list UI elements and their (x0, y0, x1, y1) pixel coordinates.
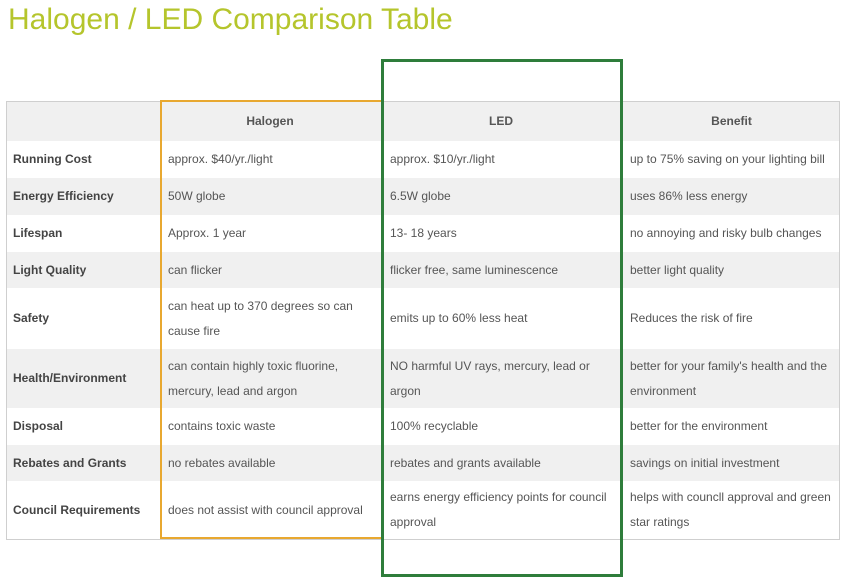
led-cell: emits up to 60% less heat (390, 311, 528, 325)
benefit-cell: better light quality (630, 262, 725, 277)
led-cell: approx. $10/yr./light (390, 152, 495, 166)
benefit-cell: helps with councll approval and green st… (630, 490, 831, 529)
table-row-energy-efficiency: Energy Efficiency 50W globe 6.5W globe u… (7, 178, 839, 215)
halogen-cell: contains toxic waste (168, 419, 276, 433)
benefit-cell: better for the environment (630, 419, 768, 433)
table-row-light-quality: Light Quality can flicker flicker free, … (7, 252, 839, 288)
comparison-table: Halogen LED Benefit Running Cost approx.… (6, 101, 840, 540)
halogen-cell: can contain highly toxic fluorine, mercu… (168, 358, 339, 398)
header-cell-halogen: Halogen (246, 114, 294, 128)
table-row-disposal: Disposal contains toxic waste 100% recyc… (7, 408, 839, 445)
halogen-cell: does not assist with council approval (168, 502, 363, 517)
row-label: Health/Environment (13, 371, 127, 385)
row-label: Council Requirements (13, 502, 141, 517)
row-label: Running Cost (13, 152, 92, 166)
row-label: Light Quality (13, 262, 87, 277)
led-cell: 100% recyclable (390, 419, 479, 433)
page-title: Halogen / LED Comparison Table (8, 3, 453, 36)
row-label: Energy Efficiency (13, 189, 114, 203)
benefit-cell: no annoying and risky bulb changes (630, 226, 822, 240)
led-cell: flicker free, same luminescence (390, 262, 559, 277)
table-row-health-environment: Health/Environment can contain highly to… (7, 349, 839, 408)
benefit-cell: better for your family's health and the … (630, 358, 828, 398)
led-cell: 6.5W globe (390, 189, 451, 203)
table-row-lifespan: Lifespan Approx. 1 year 13- 18 years no … (7, 215, 839, 252)
halogen-cell: approx. $40/yr./light (168, 152, 273, 166)
led-cell: rebates and grants available (390, 455, 541, 470)
halogen-cell: 50W globe (168, 189, 226, 203)
led-cell: 13- 18 years (390, 226, 457, 240)
row-label: Rebates and Grants (13, 455, 127, 470)
table-header-row: Halogen LED Benefit (7, 102, 839, 141)
led-cell: earns energy efficiency points for counc… (390, 490, 607, 529)
table-row-running-cost: Running Cost approx. $40/yr./light appro… (7, 141, 839, 178)
benefit-cell: savings on initial investment (630, 455, 780, 470)
header-cell-benefit: Benefit (711, 114, 752, 128)
halogen-cell: can heat up to 370 degrees so can cause … (168, 298, 353, 338)
table-row-council-requirements: Council Requirements does not assist wit… (7, 481, 839, 539)
halogen-cell: can flicker (168, 262, 223, 277)
row-label: Disposal (13, 419, 64, 433)
benefit-cell: Reduces the risk of fire (630, 311, 753, 325)
header-cell-led: LED (489, 114, 513, 128)
row-label: Safety (13, 311, 50, 325)
led-cell: NO harmful UV rays, mercury, lead or arg… (390, 358, 590, 398)
row-label: Lifespan (13, 226, 63, 240)
table-row-safety: Safety can heat up to 370 degrees so can… (7, 288, 839, 349)
halogen-cell: Approx. 1 year (168, 226, 247, 240)
halogen-cell: no rebates available (168, 455, 276, 470)
benefit-cell: uses 86% less energy (630, 189, 748, 203)
benefit-cell: up to 75% saving on your lighting bill (630, 152, 825, 166)
table-row-rebates-grants: Rebates and Grants no rebates available … (7, 445, 839, 481)
